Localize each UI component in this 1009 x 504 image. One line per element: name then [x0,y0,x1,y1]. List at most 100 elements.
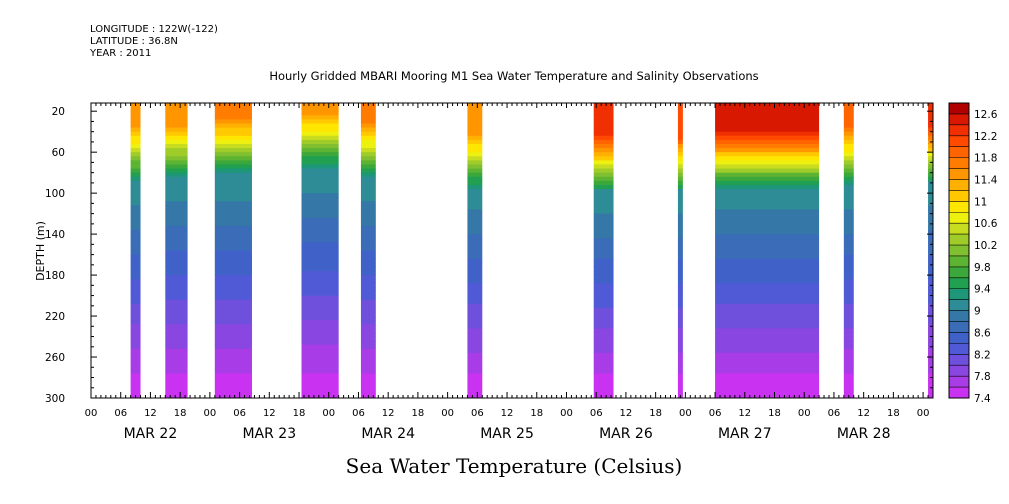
temperature-cell [593,189,614,194]
temperature-cell [677,197,683,202]
x-tick-label: 00 [322,408,335,419]
temperature-cell [165,234,188,239]
temperature-cell [360,254,376,260]
temperature-cell [677,336,683,342]
temperature-cell [593,336,614,342]
colorbar-tick-label: 9.4 [974,284,991,296]
temperature-cell [214,135,252,141]
temperature-cell [360,311,376,317]
temperature-cell [928,279,933,284]
temperature-cell [677,217,683,223]
temperature-cell [928,311,933,317]
temperature-cell [214,266,252,272]
temperature-cell [301,377,339,383]
temperature-cell [130,156,141,161]
temperature-cell [360,279,376,284]
temperature-cell [214,373,252,379]
temperature-cell [843,328,854,333]
colorbar-swatch [949,212,969,224]
temperature-cell [677,340,683,346]
temperature-cell [360,184,376,190]
x-tick-label: 18 [412,408,425,419]
temperature-cell [677,365,683,370]
temperature-cell [715,156,820,161]
data-segments [130,103,933,398]
temperature-cell [677,246,683,251]
temperature-cell [360,234,376,239]
temperature-cell [130,180,141,186]
temperature-cell [165,135,188,141]
temperature-cell [928,352,933,358]
colorbar-tick-label: 10.6 [974,218,998,230]
temperature-cell [165,279,188,284]
temperature-cell [130,168,141,174]
temperature-cell [360,357,376,362]
temperature-cell [214,115,252,120]
x-tick-label: 12 [501,408,514,419]
temperature-cell [130,160,141,165]
temperature-cell [843,172,854,178]
temperature-cell [301,385,339,391]
axes: 00 06 12 18 00 06 12 18 00 06 12 18 00 06 12 18 00 06 12 18… [45,103,934,442]
temperature-cell [301,111,339,116]
x-tick-label: 00 [917,408,930,419]
temperature-cell [214,172,252,178]
temperature-cell [467,287,483,292]
temperature-cell [165,164,188,170]
temperature-cell [301,127,339,133]
temperature-cell [677,262,683,268]
temperature-cell [301,119,339,124]
temperature-cell [360,316,376,321]
temperature-cell [715,168,820,174]
colorbar-swatch [949,190,969,202]
temperature-cell [360,299,376,305]
temperature-cell [593,139,614,145]
temperature-cell [360,189,376,194]
temperature-cell [301,225,339,231]
temperature-cell [467,324,483,329]
temperature-cell [928,115,933,120]
temperature-cell [130,107,141,112]
temperature-cell [843,332,854,338]
temperature-cell [467,119,483,124]
temperature-cell [715,164,820,170]
temperature-cell [593,303,614,309]
temperature-cell [593,381,614,387]
temperature-cell [593,217,614,223]
temperature-cell [467,172,483,178]
temperature-cell [301,103,339,108]
temperature-cell [843,213,854,219]
temperature-cell [677,266,683,272]
temperature-cell [715,176,820,182]
temperature-cell [214,311,252,317]
temperature-cell [843,365,854,370]
temperature-cell [467,328,483,333]
temperature-cell [928,148,933,153]
colorbar-tick-label: 12.2 [974,131,997,143]
temperature-cell [677,123,683,129]
temperature-cell [928,209,933,215]
temperature-cell [214,291,252,297]
temperature-cell [165,209,188,215]
temperature-cell [360,119,376,124]
y-tick-label: 140 [45,229,65,241]
temperature-cell [130,311,141,317]
x-tick-label: 06 [590,408,603,419]
temperature-cell [130,221,141,227]
temperature-cell [360,107,376,112]
temperature-cell [165,324,188,329]
temperature-cell [360,193,376,198]
temperature-cell [715,238,820,243]
temperature-cell [360,217,376,223]
temperature-cell [677,279,683,284]
temperature-cell [130,152,141,157]
temperature-cell [130,205,141,211]
temperature-cell [301,295,339,301]
temperature-cell [677,270,683,276]
temperature-cell [928,176,933,182]
temperature-cell [467,127,483,133]
temperature-cell [360,287,376,292]
temperature-cell [214,131,252,137]
temperature-cell [360,324,376,329]
longitude-label: LONGITUDE : 122W(-122) [90,24,218,35]
